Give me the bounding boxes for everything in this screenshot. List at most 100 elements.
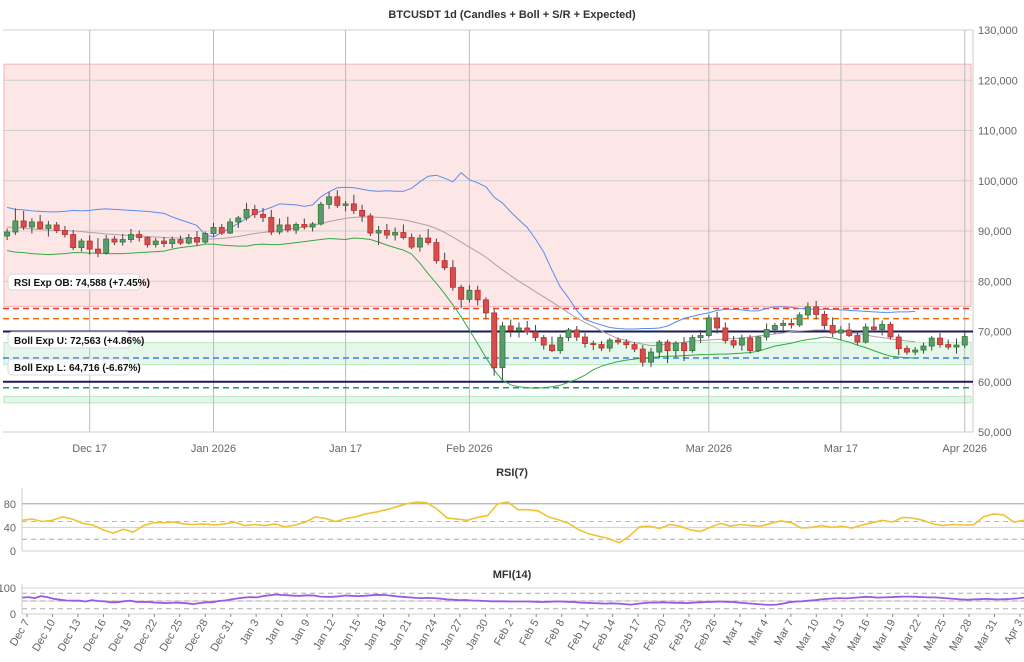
mfi-x-tick-label: Dec 13 [56,618,84,654]
candle-body [565,329,572,338]
candle-body [582,336,588,344]
candle-body [218,227,225,234]
rsi-line [21,501,1024,544]
candle-body [482,299,489,314]
candle-body [771,325,778,330]
mfi-x-tick-label: Jan 9 [289,618,313,647]
candle-body [359,209,366,217]
candle-body [375,230,382,234]
y-tick-label: 60,000 [978,377,1012,389]
candle-body [425,237,432,243]
candle-body [573,329,580,338]
mfi-x-tick-label: Feb 23 [667,618,695,654]
candle-body [4,231,11,237]
mfi-x-tick-label: Dec 7 [8,618,33,649]
x-tick-label: Mar 17 [824,443,858,455]
candle-body [813,306,820,315]
candle-body [276,224,283,233]
annotation-box [7,331,131,349]
candle-body [590,343,597,345]
candle-body [235,217,242,223]
candle-body [383,230,390,236]
mfi-x-tick-label: Jan 30 [464,618,491,653]
candle-body [268,217,275,233]
rsi-title: RSI(7) [496,467,528,479]
mfi-x-tick-label: Mar 25 [922,618,950,654]
candle-body [317,203,324,225]
annotation-label: RSI Exp OB: 74,588 (+7.45%) [14,278,150,289]
annotation-label: Boll Exp U: 72,563 (+4.86%) [14,336,144,347]
candle-body [243,208,250,219]
candle-body [433,242,440,262]
candle-body [821,314,828,326]
mfi-x-tick-label: Jan 6 [263,618,287,647]
candle-body [86,240,93,250]
candle-body [169,239,176,244]
mfi-x-tick-label: Mar 28 [947,618,975,654]
annotation-box [7,358,131,376]
candle-body [103,238,110,254]
mfi-line [21,593,1024,606]
candle-body [515,327,522,331]
candle-body [804,306,811,316]
zone-resistance-0 [3,63,972,307]
mfi-x-tick-label: Dec 10 [30,618,58,654]
candle-body [251,208,258,215]
candle-body [598,344,605,349]
mfi-x-tick-label: Feb 11 [566,618,593,653]
candle-body [664,341,671,351]
candle-body [846,329,853,336]
candle-body [260,214,267,218]
zone-support-2 [3,395,972,404]
candle-body [912,349,919,353]
x-tick-label: Feb 2026 [446,443,492,455]
candle-body [870,326,877,330]
candle-body [119,239,126,243]
mfi-y-tick-label: 100 [0,583,16,595]
candle-body [656,341,663,353]
candle-body [672,342,679,351]
candle-body [730,340,737,346]
mfi-x-tick-label: Mar 19 [871,618,899,654]
y-tick-label: 100,000 [978,176,1018,188]
rsi-y-tick-label: 40 [4,522,16,534]
candle-body [202,233,209,243]
y-tick-label: 90,000 [978,226,1012,238]
candle-body [37,221,44,229]
mfi-x-tick-label: Jan 27 [438,618,465,653]
candle-body [689,337,696,351]
candle-body [540,337,547,346]
candle-body [763,329,770,338]
candle-body [466,289,473,300]
candle-body [177,239,184,244]
candle-body [449,267,456,288]
candle-body [161,240,167,244]
candle-body [854,335,861,343]
candle-body [606,339,613,349]
candle-body [639,348,646,363]
y-tick-label: 80,000 [978,276,1012,288]
candle-body [152,240,159,245]
candle-body [144,237,151,245]
rsi-y-tick-label: 80 [4,499,16,511]
candle-body [350,203,357,211]
candle-body [326,196,333,205]
candle-body [953,344,960,348]
candle-body [53,224,60,231]
candle-body [408,237,415,248]
mfi-x-tick-label: Mar 4 [747,618,771,648]
y-tick-label: 70,000 [978,327,1012,339]
candle-body [829,325,836,334]
rsi-y-tick-label: 0 [10,546,16,558]
mfi-x-tick-label: Jan 18 [362,618,389,653]
candle-body [284,224,291,231]
candle-body [301,224,308,228]
mfi-x-tick-label: Dec 28 [183,618,211,654]
candle-body [697,335,704,338]
candle-body [895,336,902,349]
mfi-x-tick-label: Feb 2 [492,618,516,648]
mfi-x-tick-label: Dec 22 [132,618,160,654]
mfi-x-tick-label: Feb 20 [642,618,670,654]
mfi-x-tick-label: Feb 5 [517,618,541,648]
